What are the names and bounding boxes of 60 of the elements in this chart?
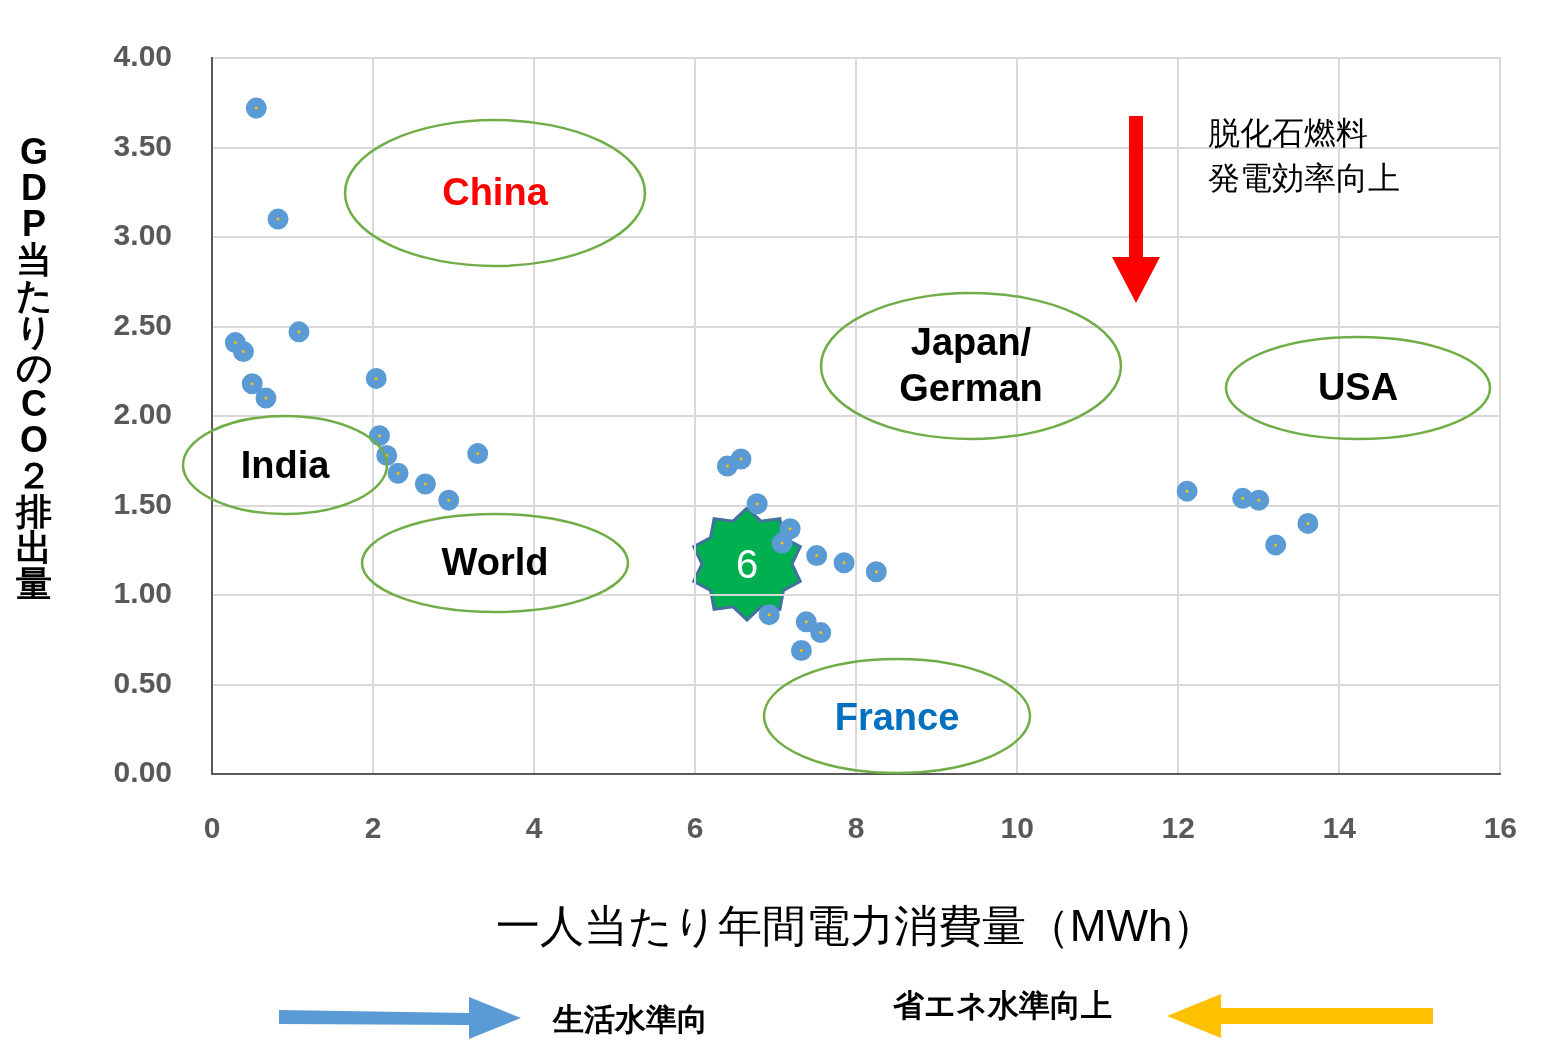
point (865, 561, 887, 583)
annotation: France (834, 695, 960, 741)
x-tick-label: 14 (1322, 811, 1357, 845)
point (368, 425, 390, 447)
y-tick-label: 2.50 (113, 307, 172, 341)
x-tick-label: 2 (364, 811, 382, 845)
point (232, 341, 254, 363)
x-tick-label: 16 (1483, 811, 1517, 845)
point (716, 455, 738, 477)
point (365, 367, 387, 389)
annotation: 脱化石燃料 (1208, 113, 1368, 153)
annotation: India (240, 443, 330, 489)
point (833, 552, 855, 574)
point (467, 443, 489, 465)
point (1248, 489, 1270, 511)
x-axis-title: 一人当たり年間電力消費量（MWh） (495, 900, 1217, 950)
point (779, 518, 801, 540)
annotation: USA (1317, 365, 1399, 411)
x-tick-label: 6 (686, 811, 704, 845)
point (267, 208, 289, 230)
point (288, 321, 310, 343)
y-tick-label: 3.00 (113, 218, 172, 252)
text: 省エネ水準向上 (893, 987, 1112, 1025)
point (790, 639, 812, 661)
point (414, 473, 436, 495)
point (1176, 480, 1198, 502)
point (241, 373, 263, 395)
x-tick-label: 12 (1161, 811, 1195, 845)
y-tick-label: 3.50 (113, 128, 172, 162)
x-tick-label: 10 (1000, 811, 1034, 845)
point (806, 545, 828, 567)
point (438, 489, 460, 511)
point (1297, 512, 1319, 534)
annotation: World (441, 540, 549, 586)
annotation: 6 (735, 541, 759, 588)
point (245, 97, 267, 119)
point (771, 532, 793, 554)
annotation: 発電効率向上 (1208, 158, 1400, 198)
point (758, 604, 780, 626)
annotation: China (442, 170, 548, 216)
point (1265, 534, 1287, 556)
point (255, 387, 277, 409)
text: GDP当たりのCO２排出量 (15, 131, 53, 604)
point (387, 462, 409, 484)
point (810, 622, 832, 644)
y-tick-label: 1.00 (113, 576, 172, 610)
annotation: Japan/ German (898, 320, 1044, 411)
y-tick-label: 1.50 (113, 486, 172, 520)
point (1232, 487, 1254, 509)
y-tick-label: 0.00 (113, 755, 172, 789)
y-tick-label: 2.00 (113, 397, 172, 431)
text: 生活水準向 (553, 1001, 708, 1039)
x-tick-label: 4 (525, 811, 543, 845)
point (795, 611, 817, 633)
point (746, 493, 768, 515)
point (730, 448, 752, 470)
y-tick-label: 0.50 (113, 665, 172, 699)
x-tick-label: 0 (203, 811, 221, 845)
x-tick-label: 8 (847, 811, 865, 845)
y-tick-label: 4.00 (113, 39, 172, 73)
